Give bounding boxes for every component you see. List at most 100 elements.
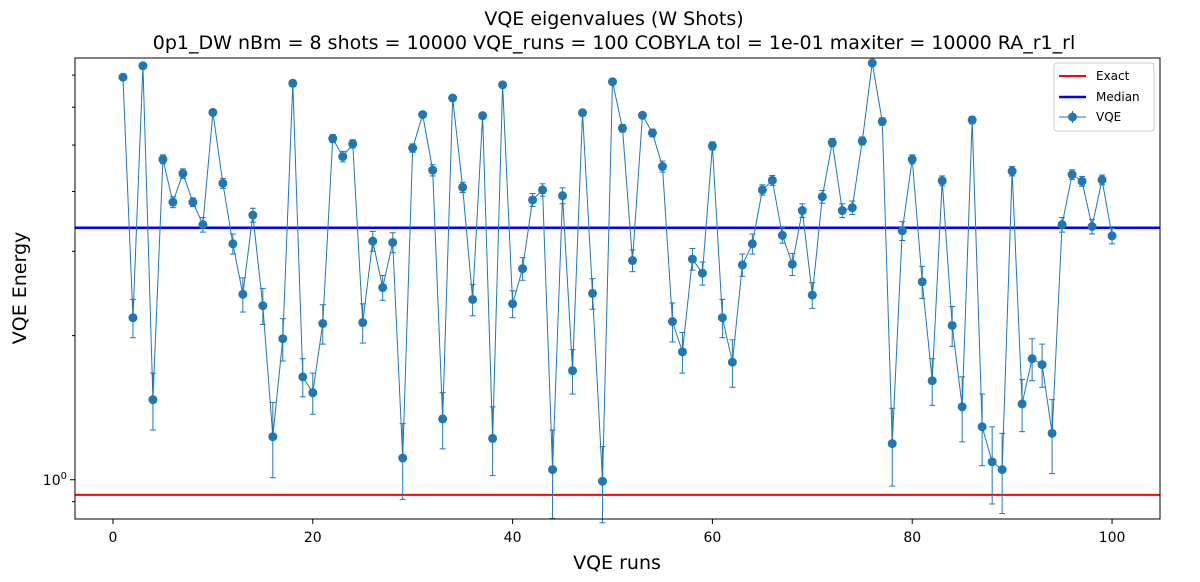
vqe-point <box>877 117 887 127</box>
vqe-point <box>807 290 817 300</box>
vqe-point <box>1057 220 1067 230</box>
vqe-point <box>188 197 198 207</box>
vqe-point <box>508 299 518 309</box>
vqe-point <box>468 294 478 304</box>
vqe-point <box>627 256 637 266</box>
vqe-point <box>258 301 268 311</box>
vqe-point <box>1087 221 1097 231</box>
vqe-point <box>478 111 488 121</box>
vqe-point <box>957 402 967 412</box>
plot-area <box>74 57 1161 524</box>
vqe-point <box>158 154 168 164</box>
vqe-point <box>118 72 128 82</box>
vqe-point <box>897 226 907 236</box>
vqe-point <box>128 313 138 323</box>
vqe-point <box>667 317 677 327</box>
vqe-point <box>548 465 558 475</box>
vqe-point <box>328 134 338 144</box>
vqe-point <box>677 347 687 357</box>
chart-title: VQE eigenvalues (W Shots) <box>484 8 743 30</box>
vqe-point <box>588 288 598 298</box>
vqe-point <box>168 197 178 207</box>
vqe-point <box>637 110 647 120</box>
vqe-point <box>388 237 398 247</box>
vqe-point <box>777 230 787 240</box>
vqe-point <box>218 178 228 188</box>
vqe-point <box>737 260 747 270</box>
vqe-point <box>697 268 707 278</box>
vqe-point <box>538 185 548 195</box>
vqe-point <box>1077 176 1087 186</box>
x-tick-label: 100 <box>1099 530 1126 546</box>
vqe-point <box>208 107 218 117</box>
x-axis-label: VQE runs <box>573 552 661 574</box>
vqe-point <box>867 58 877 68</box>
vqe-point <box>278 334 288 344</box>
plot-frame <box>74 57 1161 520</box>
vqe-point <box>1017 399 1027 409</box>
y-tick-label: 100 <box>43 471 67 489</box>
vqe-point <box>198 220 208 230</box>
vqe-point <box>298 372 308 382</box>
vqe-point <box>518 264 528 274</box>
plot-background <box>75 58 1160 519</box>
vqe-point <box>598 476 608 486</box>
vqe-point <box>528 195 538 205</box>
vqe-point <box>348 139 358 149</box>
x-tick-label: 40 <box>504 530 522 546</box>
vqe-point <box>398 453 408 463</box>
x-tick-label: 20 <box>304 530 322 546</box>
vqe-point <box>1047 428 1057 438</box>
vqe-point <box>1067 170 1077 180</box>
legend-exact-label: Exact <box>1096 69 1130 83</box>
vqe-point <box>1097 175 1107 185</box>
chart-subtitle: 0p1_DW nBm = 8 shots = 10000 VQE_runs = … <box>153 32 1075 54</box>
vqe-point <box>488 433 498 443</box>
reference-lines <box>75 226 1160 496</box>
vqe-point <box>887 439 897 449</box>
vqe-point <box>268 432 278 442</box>
vqe-point <box>378 283 388 293</box>
vqe-point <box>787 259 797 269</box>
vqe-point <box>927 376 937 386</box>
vqe-point <box>757 185 767 195</box>
vqe-point <box>947 320 957 330</box>
x-tick-label: 60 <box>703 530 721 546</box>
vqe-point <box>767 175 777 185</box>
vqe-point <box>1027 354 1037 364</box>
vqe-point <box>997 465 1007 475</box>
legend: Exact Median VQE <box>1053 62 1155 132</box>
vqe-point <box>937 176 947 186</box>
vqe-point <box>418 110 428 120</box>
legend-vqe-label: VQE <box>1096 110 1121 124</box>
vqe-point <box>248 210 258 220</box>
vqe-point <box>438 414 448 424</box>
vqe-series <box>118 58 1117 524</box>
vqe-point <box>498 80 508 90</box>
x-tick-label: 0 <box>109 530 118 546</box>
vqe-point <box>1007 166 1017 176</box>
legend-vqe-marker <box>1068 112 1077 122</box>
vqe-point <box>568 366 578 376</box>
y-axis: 100 <box>43 74 75 503</box>
vqe-point <box>148 395 158 405</box>
vqe-point <box>408 143 418 153</box>
vqe-point <box>837 206 847 216</box>
vqe-point <box>977 422 987 432</box>
vqe-point <box>817 192 827 202</box>
vqe-point <box>617 123 627 133</box>
vqe-point <box>907 154 917 164</box>
vqe-point <box>717 313 727 323</box>
vqe-point <box>827 138 837 148</box>
legend-median-label: Median <box>1096 90 1140 104</box>
vqe-point <box>558 191 568 201</box>
vqe-point <box>308 388 318 398</box>
vqe-series-line <box>122 62 1113 482</box>
vqe-point <box>847 203 857 213</box>
vqe-point <box>338 152 348 162</box>
vqe-point <box>448 93 458 103</box>
vqe-point <box>368 236 378 246</box>
vqe-point <box>238 289 248 299</box>
vqe-point <box>857 136 867 146</box>
